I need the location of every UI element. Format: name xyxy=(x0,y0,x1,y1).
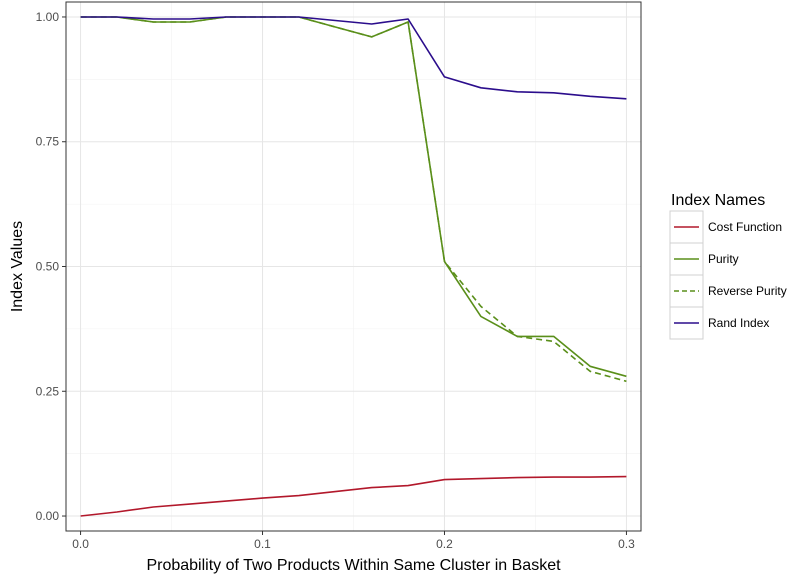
legend-title: Index Names xyxy=(671,192,765,209)
legend-label: Reverse Purity xyxy=(708,284,787,298)
legend: Index Names Cost Function Purity Reverse P… xyxy=(669,192,787,340)
x-tick-label: 0.1 xyxy=(254,537,271,551)
y-tick-label: 0.00 xyxy=(36,509,60,523)
series-lines xyxy=(80,16,627,517)
axes: 0.0 0.1 0.2 0.3 0.00 0.25 0.50 0.75 1.00 xyxy=(36,10,635,551)
legend-items: Cost Function Purity Reverse Purity Rand In… xyxy=(669,210,787,340)
y-tick-label: 1.00 xyxy=(36,10,60,24)
series-line-cost-function xyxy=(80,475,627,517)
y-tick-label: 0.75 xyxy=(36,135,60,149)
y-tick-label: 0.25 xyxy=(36,384,60,398)
x-axis-title: Probability of Two Products Within Same … xyxy=(146,557,561,574)
grid xyxy=(66,2,641,531)
series-line-reverse-purity xyxy=(80,16,627,383)
legend-label: Cost Function xyxy=(708,220,782,234)
legend-label: Purity xyxy=(708,252,739,266)
y-tick-label: 0.50 xyxy=(36,260,60,274)
y-axis-title: Index Values xyxy=(9,221,26,312)
x-tick-label: 0.2 xyxy=(436,537,453,551)
x-tick-label: 0.3 xyxy=(618,537,635,551)
x-tick-label: 0.0 xyxy=(72,537,89,551)
legend-label: Rand Index xyxy=(708,316,769,330)
series-line-rand-index xyxy=(80,16,627,100)
